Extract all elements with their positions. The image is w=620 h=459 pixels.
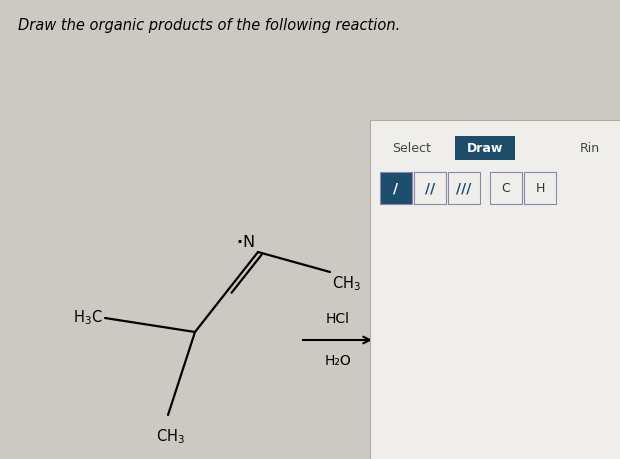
- Text: HCl: HCl: [326, 312, 350, 326]
- Text: CH$_3$: CH$_3$: [156, 427, 185, 446]
- Text: $\mathbf{\cdot}$N: $\mathbf{\cdot}$N: [236, 234, 255, 250]
- Bar: [490, 172, 522, 204]
- Bar: [455, 136, 515, 160]
- Text: ///: ///: [456, 181, 472, 195]
- Text: H₂O: H₂O: [324, 354, 351, 368]
- Text: C: C: [502, 181, 510, 195]
- Text: H$_3$C: H$_3$C: [73, 308, 103, 327]
- Bar: [370, 120, 620, 459]
- Bar: [524, 172, 556, 204]
- Text: H: H: [535, 181, 545, 195]
- Text: /: /: [394, 181, 399, 195]
- Bar: [380, 172, 412, 204]
- Text: //: //: [425, 181, 435, 195]
- Text: Draw: Draw: [467, 141, 503, 155]
- Text: Draw the organic products of the following reaction.: Draw the organic products of the followi…: [18, 18, 401, 33]
- Text: CH$_3$: CH$_3$: [332, 274, 361, 293]
- Text: Rin: Rin: [580, 141, 600, 155]
- Bar: [414, 172, 446, 204]
- Bar: [448, 172, 480, 204]
- Text: Select: Select: [392, 141, 432, 155]
